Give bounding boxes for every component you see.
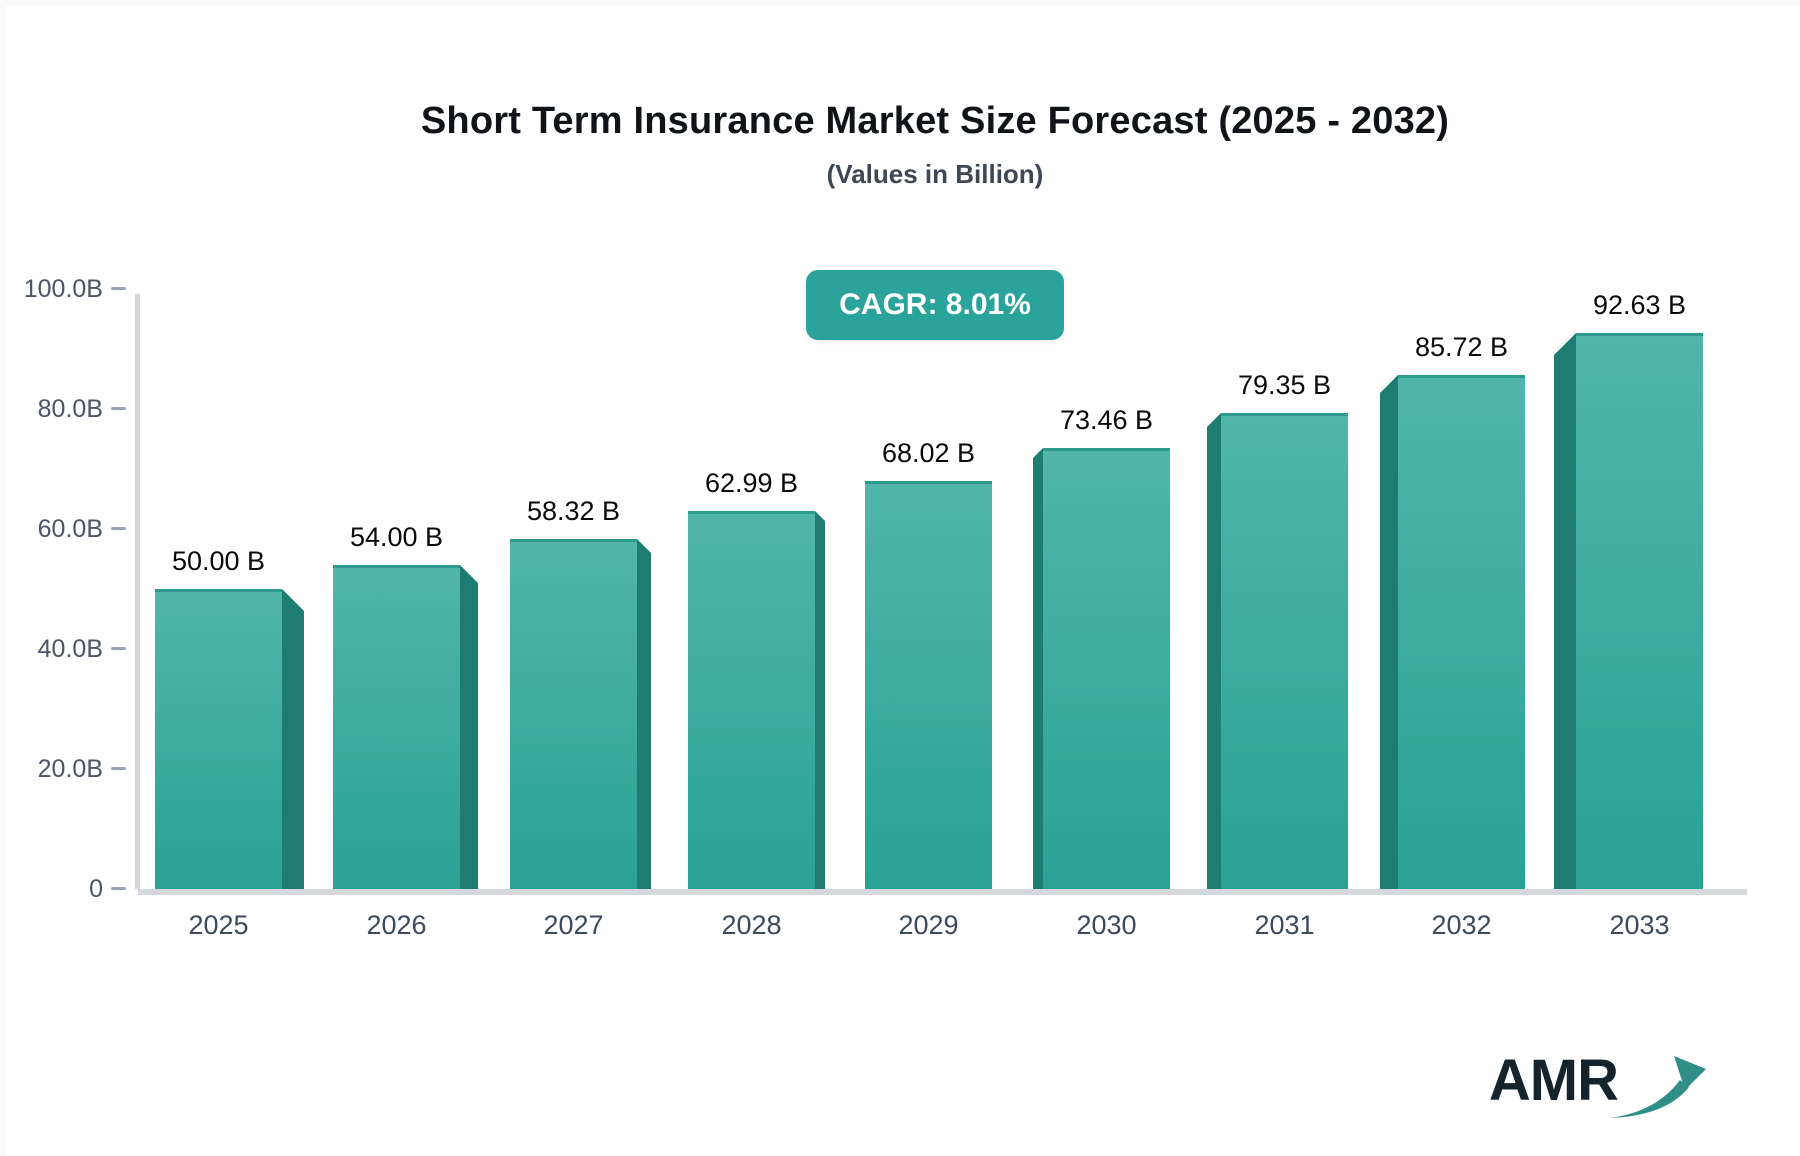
bar-2031: [1221, 413, 1348, 889]
bar-value-label: 85.72 B: [1414, 332, 1509, 362]
growth-arrow-icon: [1610, 1056, 1706, 1118]
bar-value-label: 73.46 B: [1059, 405, 1154, 435]
bar-value-label: 58.32 B: [526, 496, 621, 526]
bar-2027: [510, 539, 637, 889]
cagr-badge: CAGR: 8.01%: [806, 270, 1064, 340]
x-axis-label-2030: 2030: [1076, 910, 1137, 940]
y-axis-tick-mark: [111, 767, 126, 770]
y-axis-tick-label: 40.0B: [37, 635, 103, 663]
x-axis-label-2033: 2033: [1609, 910, 1670, 940]
x-axis-label-2029: 2029: [898, 910, 959, 940]
x-axis-label-2026: 2026: [366, 910, 427, 940]
bar-2029: [865, 481, 992, 889]
bar-value-label: 79.35 B: [1237, 370, 1332, 400]
bar-2028: [688, 511, 815, 889]
y-axis-line: [135, 294, 140, 889]
bar-value-label: 68.02 B: [881, 438, 976, 468]
x-axis-label-2031: 2031: [1254, 910, 1315, 940]
bar-3d-side: [1207, 413, 1221, 889]
bar-2033: [1576, 333, 1703, 889]
x-axis-label-2032: 2032: [1431, 910, 1492, 940]
chart-title: Short Term Insurance Market Size Forecas…: [420, 100, 1450, 142]
x-axis-label-2025: 2025: [188, 910, 249, 940]
bar-2026: [333, 565, 460, 889]
chart-subtitle: (Values in Billion): [826, 159, 1044, 189]
bar-3d-side: [282, 589, 304, 889]
y-axis-tick-label: 60.0B: [37, 515, 103, 543]
y-axis-tick-mark: [111, 287, 126, 290]
chart-header: Short Term Insurance Market Size Forecas…: [65, 6, 1800, 340]
bar-3d-side: [1554, 333, 1576, 889]
y-axis-tick-mark: [111, 407, 126, 410]
y-axis-tick-mark: [111, 527, 126, 530]
bar-chart-plot: 100.0B 80.0B 60.0B 40.0B 20.0B 0 50.00 B 2025 54…: [5, 6, 1800, 1156]
bar-2025: [155, 589, 282, 889]
y-axis-tick-label: 0: [89, 875, 103, 903]
bar-3d-side: [815, 511, 825, 889]
x-axis-label-2028: 2028: [721, 910, 782, 940]
bar-value-label: 92.63 B: [1592, 290, 1687, 320]
bar-value-label: 54.00 B: [349, 522, 444, 552]
y-axis-tick-label: 100.0B: [23, 275, 103, 303]
x-axis-line: [138, 889, 1747, 895]
bar-3d-side: [1033, 448, 1043, 889]
y-axis-tick-mark: [111, 647, 126, 650]
bar-value-label: 62.99 B: [704, 468, 799, 498]
bar-value-label: 50.00 B: [171, 546, 266, 576]
bar-2032: [1398, 375, 1525, 889]
y-axis-tick-label: 20.0B: [37, 755, 103, 783]
y-axis-tick-mark: [111, 887, 126, 890]
bar-3d-side: [1380, 375, 1398, 889]
bar-3d-side: [460, 565, 478, 889]
bar-2030: [1043, 448, 1170, 889]
amr-logo-text: AMR: [1488, 1048, 1619, 1113]
y-axis-tick-label: 80.0B: [37, 395, 103, 423]
amr-logo: AMR: [1488, 1046, 1708, 1118]
bar-3d-side: [637, 539, 651, 889]
x-axis-label-2027: 2027: [543, 910, 604, 940]
